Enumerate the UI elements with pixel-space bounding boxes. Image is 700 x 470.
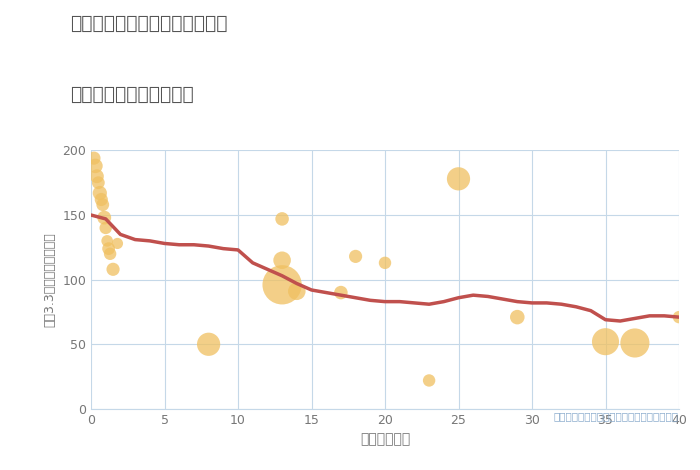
Y-axis label: 坪（3.3㎡）単価（万円）: 坪（3.3㎡）単価（万円）: [43, 232, 57, 327]
X-axis label: 築年数（年）: 築年数（年）: [360, 432, 410, 446]
Point: [91, 172, 102, 180]
Point: [94, 189, 106, 197]
Text: 円の大きさは、取引のあった物件面積を示す: 円の大きさは、取引のあった物件面積を示す: [554, 412, 679, 422]
Point: [92, 179, 104, 187]
Point: [88, 154, 99, 162]
Text: 築年数別中古戸建て価格: 築年数別中古戸建て価格: [70, 85, 194, 103]
Point: [103, 245, 114, 252]
Point: [276, 257, 288, 264]
Point: [350, 253, 361, 260]
Point: [629, 339, 641, 347]
Point: [600, 338, 611, 345]
Point: [108, 266, 119, 273]
Point: [673, 313, 685, 321]
Point: [99, 214, 110, 221]
Point: [379, 259, 391, 266]
Point: [96, 196, 107, 203]
Point: [276, 281, 288, 289]
Point: [424, 377, 435, 384]
Point: [203, 340, 214, 348]
Point: [97, 201, 108, 209]
Point: [104, 250, 116, 258]
Point: [291, 288, 302, 295]
Text: 愛知県名古屋市瑞穂区瑞穂町の: 愛知県名古屋市瑞穂区瑞穂町の: [70, 14, 228, 33]
Point: [112, 240, 123, 247]
Point: [102, 237, 113, 244]
Point: [453, 175, 464, 182]
Point: [90, 162, 101, 170]
Point: [100, 224, 111, 232]
Point: [335, 289, 346, 296]
Point: [512, 313, 523, 321]
Point: [276, 215, 288, 223]
